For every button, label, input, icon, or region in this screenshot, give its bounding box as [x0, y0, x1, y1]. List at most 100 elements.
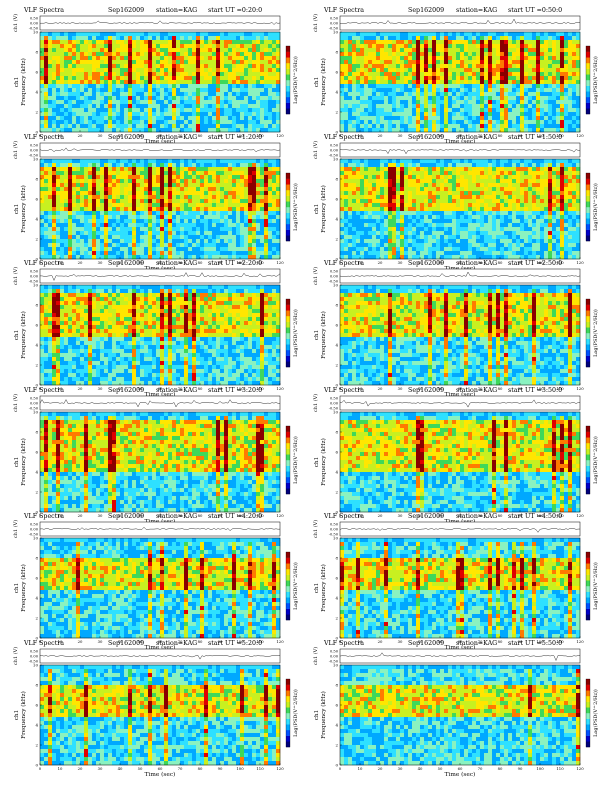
heatmap-cell — [560, 76, 565, 81]
heatmap-cell — [412, 108, 417, 113]
heatmap-cell — [208, 124, 213, 129]
heatmap-cell — [224, 104, 229, 109]
heatmap-cell — [516, 40, 521, 45]
heatmap-cell — [52, 60, 57, 65]
heatmap-cell — [232, 56, 237, 61]
heatmap-cell — [152, 255, 157, 260]
heatmap-cell — [104, 56, 109, 61]
heatmap-cell — [536, 76, 541, 81]
heatmap-cell — [108, 247, 113, 252]
heatmap-cell — [140, 104, 145, 109]
heatmap-cell — [216, 243, 221, 248]
heatmap-cell — [184, 211, 189, 216]
heatmap-cell — [488, 32, 493, 37]
heatmap-cell — [216, 96, 221, 101]
heatmap-cell — [196, 183, 201, 188]
heatmap-cell — [212, 243, 217, 248]
heatmap-cell — [208, 195, 213, 200]
heatmap-cell — [60, 96, 65, 101]
heatmap-cell — [396, 88, 401, 93]
heatmap-cell — [164, 104, 169, 109]
heatmap-cell — [228, 203, 233, 208]
heatmap-cell — [376, 60, 381, 65]
heatmap-cell — [524, 96, 529, 101]
heatmap-cell — [264, 227, 269, 232]
heatmap-cell — [548, 32, 553, 37]
heatmap-cell — [500, 56, 505, 61]
heatmap-cell — [340, 32, 345, 37]
heatmap-cell — [72, 96, 77, 101]
freq-tick-label: 6 — [335, 70, 338, 75]
time-tick-label: 10 — [58, 260, 63, 265]
heatmap-cell — [248, 128, 253, 133]
heatmap-cell — [68, 128, 73, 133]
heatmap-cell — [376, 76, 381, 81]
heatmap-cell — [536, 60, 541, 65]
heatmap-cell — [68, 56, 73, 61]
heatmap-cell — [104, 171, 109, 176]
heatmap-cell — [168, 84, 173, 89]
heatmap-cell — [252, 112, 257, 117]
heatmap-cell — [408, 124, 413, 129]
heatmap-cell — [212, 227, 217, 232]
heatmap-cell — [40, 191, 45, 196]
heatmap-cell — [228, 64, 233, 69]
heatmap-cell — [520, 48, 525, 53]
heatmap-cell — [156, 219, 161, 224]
heatmap-cell — [236, 239, 241, 244]
heatmap-cell — [392, 56, 397, 61]
heatmap-cell — [564, 72, 569, 77]
heatmap-cell — [380, 52, 385, 57]
heatmap-cell — [396, 96, 401, 101]
heatmap-cell — [564, 36, 569, 41]
heatmap-cell — [472, 64, 477, 69]
heatmap-cell — [248, 68, 253, 73]
heatmap-cell — [128, 56, 133, 61]
heatmap-cell — [152, 36, 157, 41]
heatmap-cell — [56, 60, 61, 65]
heatmap-cell — [492, 40, 497, 45]
time-tick-label: 120 — [276, 260, 284, 265]
heatmap-cell — [468, 52, 473, 57]
heatmap-cell — [188, 80, 193, 85]
heatmap-cell — [352, 48, 357, 53]
heatmap-cell — [468, 76, 473, 81]
heatmap-cell — [504, 60, 509, 65]
heatmap-cell — [340, 92, 345, 97]
heatmap-cell — [60, 40, 65, 45]
colorbar-segment — [286, 46, 290, 52]
heatmap-cell — [236, 203, 241, 208]
heatmap-cell — [80, 44, 85, 49]
heatmap-cell — [224, 159, 229, 164]
heatmap-cell — [44, 128, 49, 133]
heatmap-cell — [120, 100, 125, 105]
heatmap-cell — [540, 112, 545, 117]
heatmap-cell — [40, 48, 45, 53]
heatmap-cell — [148, 104, 153, 109]
heatmap-cell — [444, 60, 449, 65]
heatmap-cell — [252, 167, 257, 172]
heatmap-cell — [160, 187, 165, 192]
heatmap-cell — [220, 199, 225, 204]
heatmap-cell — [88, 175, 93, 180]
heatmap-cell — [568, 48, 573, 53]
heatmap-cell — [128, 251, 133, 256]
heatmap-cell — [384, 64, 389, 69]
colorbar-segment — [286, 51, 290, 58]
heatmap-cell — [116, 44, 121, 49]
heatmap-cell — [268, 128, 273, 133]
heatmap-cell — [544, 124, 549, 129]
heatmap-cell — [184, 187, 189, 192]
heatmap-cell — [504, 88, 509, 93]
heatmap-cell — [224, 251, 229, 256]
heatmap-cell — [148, 56, 153, 61]
heatmap-cell — [168, 239, 173, 244]
heatmap-cell — [84, 124, 89, 129]
heatmap-cell — [184, 72, 189, 77]
heatmap-cell — [372, 195, 377, 200]
heatmap-cell — [80, 171, 85, 176]
heatmap-cell — [564, 60, 569, 65]
heatmap-cell — [168, 199, 173, 204]
heatmap-cell — [148, 159, 153, 164]
heatmap-cell — [52, 56, 57, 61]
